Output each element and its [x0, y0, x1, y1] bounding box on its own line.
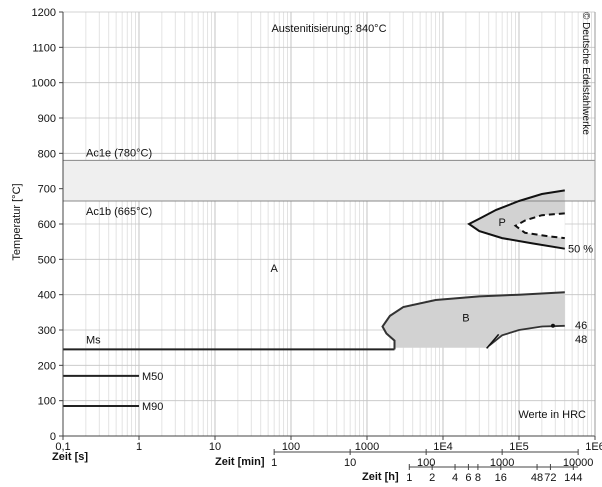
x-tick-label-hours: 2: [429, 472, 435, 484]
y-tick-label: 1000: [32, 78, 56, 90]
hardness-note: Werte in HRC: [518, 409, 586, 421]
hardness-dot-46: [550, 323, 555, 328]
ac1-band: [63, 160, 595, 202]
grid: [62, 11, 595, 437]
region-label-b: B: [462, 313, 469, 325]
y-tick-label: 700: [38, 184, 56, 196]
x-tick-label-minutes: 100: [417, 457, 435, 469]
pearlite-50-region: [515, 213, 565, 239]
bainite-start-curve: [381, 291, 565, 348]
region-label-p: P: [498, 217, 505, 229]
x-axis-label-minutes: Zeit [min]: [215, 456, 265, 468]
y-tick-label: 1100: [32, 42, 56, 54]
y-tick-label: 100: [38, 396, 56, 408]
watermark: © Deutsche Edelstahlwerke: [580, 12, 591, 135]
x-tick-label-seconds: 100: [282, 441, 300, 453]
y-tick-label: 600: [38, 219, 56, 231]
x-tick-label-hours: 4: [452, 472, 458, 484]
x-tick-label-hours: 48: [531, 472, 543, 484]
y-tick-label: 200: [38, 360, 56, 372]
x-tick-label-minutes: 10: [344, 457, 356, 469]
x-tick-label-minutes: 1: [271, 457, 277, 469]
x-tick-label-hours: 72: [544, 472, 556, 484]
region-label-a: A: [270, 263, 278, 275]
y-tick-label: 500: [38, 254, 56, 266]
percent-label: 50 %: [568, 244, 593, 256]
bainite-region: [382, 292, 565, 348]
bainite-end-curve: [488, 324, 565, 347]
x-tick-label-hours: 16: [495, 472, 507, 484]
y-tick-label: 1200: [32, 7, 56, 19]
y-tick-label: 0: [50, 431, 56, 443]
x-tick-label-seconds: 0,1: [55, 441, 70, 453]
x-tick-label-minutes: 10000: [563, 457, 594, 469]
x-tick-label-hours: 144: [564, 472, 582, 484]
hardness-tick-48: [486, 333, 500, 349]
ac1e-label: Ac1e (780°C): [86, 147, 152, 159]
regions: [63, 160, 595, 348]
y-axis-label: Temperatur [°C]: [11, 183, 23, 260]
x-tick-label-seconds: 1E5: [509, 441, 529, 453]
m90-label: M90: [142, 401, 163, 413]
labels: Ac1e (780°C)Ac1b (665°C)MsM50M90APB46485…: [32, 7, 602, 484]
x-tick-label-seconds: 10: [209, 441, 221, 453]
x-axis-label-seconds: Zeit [s]: [52, 451, 88, 463]
pearlite-50-curve: [513, 212, 565, 240]
x-tick-label-seconds: 1000: [355, 441, 379, 453]
x-tick-label-seconds: 1E6: [585, 441, 602, 453]
x-axis-label-hours: Zeit [h]: [362, 471, 399, 483]
y-tick-label: 300: [38, 325, 56, 337]
x-tick-label-hours: 1: [406, 472, 412, 484]
ac1b-label: Ac1b (665°C): [86, 206, 152, 218]
pearlite-start-curve: [467, 189, 565, 250]
hardness-value-48: 48: [575, 334, 587, 346]
x-tick-label-seconds: 1E4: [433, 441, 453, 453]
x-tick-label-minutes: 1000: [490, 457, 514, 469]
x-tick-label-hours: 8: [475, 472, 481, 484]
lines: [63, 159, 595, 407]
y-tick-label: 400: [38, 290, 56, 302]
y-tick-label: 800: [38, 148, 56, 160]
x-tick-label-hours: 6: [465, 472, 471, 484]
ms-label: Ms: [86, 334, 101, 346]
axes: [59, 11, 596, 470]
chart-title: Austenitisierung: 840°C: [271, 23, 386, 35]
m50-label: M50: [142, 371, 163, 383]
hardness-value-46: 46: [575, 320, 587, 332]
y-tick-label: 900: [38, 113, 56, 125]
x-tick-label-seconds: 1: [136, 441, 142, 453]
